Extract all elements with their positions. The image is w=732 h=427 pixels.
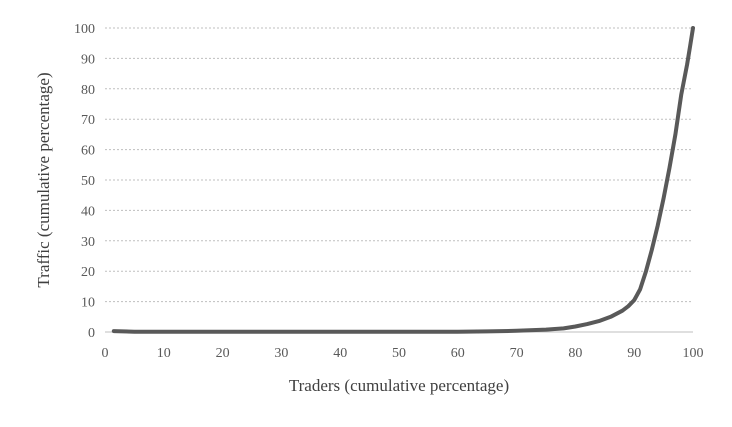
series-layer <box>111 26 695 334</box>
x-tick-label: 80 <box>568 346 582 361</box>
y-tick-label: 0 <box>88 326 95 341</box>
series-line <box>111 26 695 334</box>
y-tick-label: 40 <box>81 204 95 219</box>
y-tick-label: 80 <box>81 83 95 98</box>
y-tick-label: 70 <box>81 113 95 128</box>
y-tick-label: 10 <box>81 296 95 311</box>
y-axis-label: Traffic (cumulative percentage) <box>34 72 53 287</box>
x-tick-label: 40 <box>333 346 347 361</box>
x-tick-label: 60 <box>451 346 465 361</box>
x-tick-label: 90 <box>627 346 641 361</box>
y-tick-label: 100 <box>74 22 95 37</box>
x-tick-label: 0 <box>102 346 109 361</box>
x-axis-label: Traders (cumulative percentage) <box>289 376 509 395</box>
gridlines <box>105 27 693 303</box>
y-tick-label: 20 <box>81 265 95 280</box>
y-tick-label: 30 <box>81 235 95 250</box>
x-axis-ticks: 0 10 20 30 40 50 60 70 80 90 100 <box>102 346 704 361</box>
x-tick-label: 10 <box>157 346 171 361</box>
x-tick-label: 20 <box>216 346 230 361</box>
x-tick-label: 100 <box>683 346 704 361</box>
x-tick-label: 30 <box>274 346 288 361</box>
y-tick-label: 90 <box>81 52 95 67</box>
y-axis-ticks: 0 10 20 30 40 50 60 70 80 90 100 <box>74 22 95 341</box>
y-tick-label: 60 <box>81 144 95 159</box>
x-tick-label: 50 <box>392 346 406 361</box>
y-tick-label: 50 <box>81 174 95 189</box>
x-tick-label: 70 <box>510 346 524 361</box>
